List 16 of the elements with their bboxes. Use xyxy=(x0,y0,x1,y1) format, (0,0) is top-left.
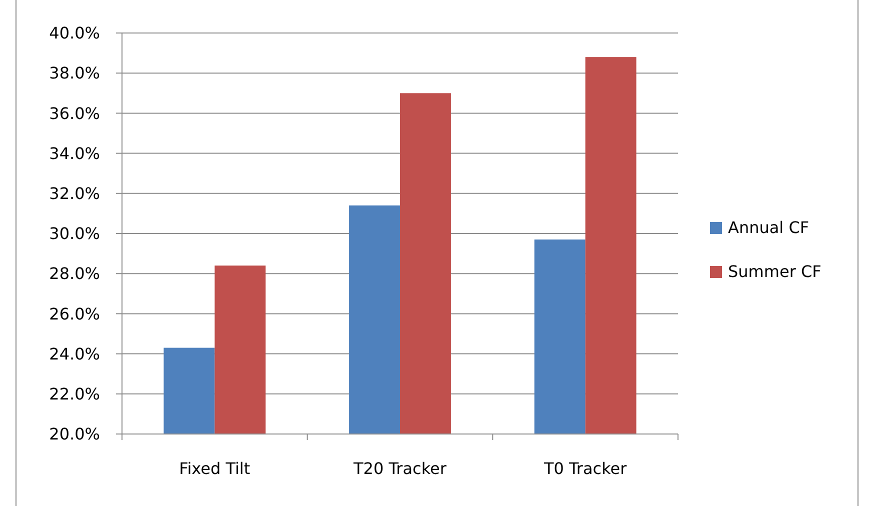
y-tick-label: 26.0% xyxy=(49,304,100,324)
x-tick-label: T20 Tracker xyxy=(352,459,447,478)
y-tick-label: 40.0% xyxy=(49,24,100,43)
legend-label: Annual CF xyxy=(728,218,810,237)
y-tick-label: 24.0% xyxy=(49,344,100,364)
x-tick-label: Fixed Tilt xyxy=(179,459,250,478)
y-tick-label: 22.0% xyxy=(49,384,100,404)
y-tick-label: 30.0% xyxy=(49,224,100,244)
y-tick-label: 36.0% xyxy=(49,104,100,123)
y-tick-label: 34.0% xyxy=(49,144,100,163)
x-tick-label: T0 Tracker xyxy=(542,459,628,478)
y-tick-label: 32.0% xyxy=(49,184,100,203)
legend-label: Summer CF xyxy=(728,262,822,281)
y-tick-label: 28.0% xyxy=(49,264,100,284)
y-tick-label: 20.0% xyxy=(49,424,100,444)
y-tick-label: 38.0% xyxy=(49,64,100,83)
